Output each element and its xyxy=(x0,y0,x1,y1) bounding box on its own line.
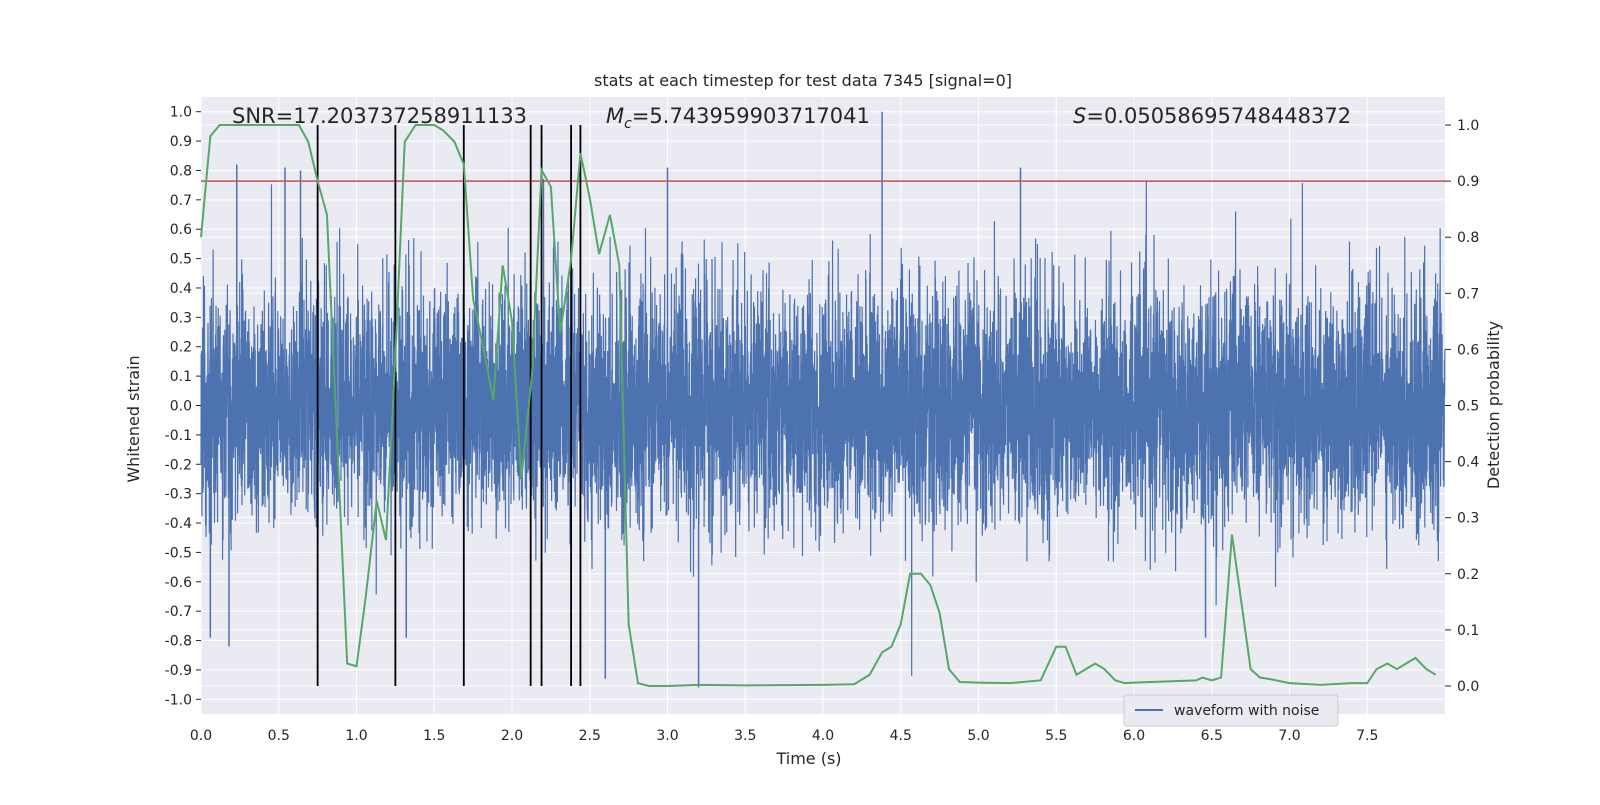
x-tick-label: 7.5 xyxy=(1356,728,1378,744)
probability-layer xyxy=(200,124,1437,687)
y-tick-label-left: 0.5 xyxy=(170,252,192,268)
s-symbol: S xyxy=(1073,104,1086,128)
event-lines-layer xyxy=(316,125,582,686)
x-tick-label: 1.0 xyxy=(345,728,367,744)
x-tick-label: 4.5 xyxy=(890,728,912,744)
y-tick-label-left: -0.5 xyxy=(165,545,192,561)
x-tick-label: 4.0 xyxy=(812,728,834,744)
y-tick-label-left: 0.6 xyxy=(170,222,192,238)
y-tick-label-right: 0.9 xyxy=(1457,174,1479,190)
x-tick-label: 0.5 xyxy=(268,728,290,744)
y-tick-label-left: -0.7 xyxy=(165,604,192,620)
legend: waveform with noise xyxy=(1123,694,1339,727)
legend-entry-waveform: waveform with noise xyxy=(1174,703,1319,719)
y-tick-label-right: 0.5 xyxy=(1457,399,1479,415)
y-tick-label-left: 0.3 xyxy=(170,310,192,326)
y-tick-label-left: 0.0 xyxy=(170,399,192,415)
y-tick-label-left: -1.0 xyxy=(165,692,192,708)
x-axis-label: Time (s) xyxy=(775,749,841,768)
y-tick-label-right: 0.2 xyxy=(1457,567,1479,583)
y-tick-label-left: -0.6 xyxy=(165,575,192,591)
y-tick-label-right: 0.3 xyxy=(1457,511,1479,527)
x-tick-label: 6.5 xyxy=(1201,728,1223,744)
y-tick-label-left: 0.1 xyxy=(170,369,192,385)
y-tick-label-left: -0.8 xyxy=(165,634,192,650)
y-axis-label-left: Whitened strain xyxy=(124,355,143,482)
y-tick-label-left: 0.8 xyxy=(170,163,192,179)
y-tick-label-right: 0.8 xyxy=(1457,230,1479,246)
y-tick-label-right: 0.1 xyxy=(1457,623,1479,639)
y-tick-label-left: 1.0 xyxy=(170,105,192,121)
y-tick-label-right: 0.6 xyxy=(1457,342,1479,358)
y-tick-label-left: -0.9 xyxy=(165,663,192,679)
strain-waveform-line xyxy=(200,179,1446,676)
snr-annotation: SNR=17.203737258911133 xyxy=(232,104,527,128)
y-tick-label-right: 0.4 xyxy=(1457,455,1479,471)
y-tick-label-right: 0.7 xyxy=(1457,286,1479,302)
ticks-layer: 0.0 0.5 1.0 1.5 2.0 2.5 3.0 3.5 4.0 4.5 5.0 5.5 6.0 6… xyxy=(165,105,1480,744)
x-tick-label: 6.0 xyxy=(1123,728,1145,744)
y-tick-label-right: 0.0 xyxy=(1457,679,1479,695)
x-tick-label: 0.0 xyxy=(190,728,212,744)
y-tick-label-left: 0.7 xyxy=(170,193,192,209)
x-tick-label: 7.0 xyxy=(1278,728,1300,744)
chirp-mass-subscript: c xyxy=(624,116,632,132)
x-tick-label: 5.0 xyxy=(967,728,989,744)
y-axis-label-right: Detection probability xyxy=(1484,321,1503,489)
s-value: =0.05058695748448372 xyxy=(1086,104,1351,128)
y-tick-label-right: 1.0 xyxy=(1457,118,1479,134)
x-tick-label: 5.5 xyxy=(1045,728,1067,744)
y-tick-label-left: -0.1 xyxy=(165,428,192,444)
y-tick-label-left: -0.4 xyxy=(165,516,192,532)
chirp-mass-annotation: Mc=5.743959903717041 xyxy=(606,104,870,132)
x-tick-label: 3.5 xyxy=(734,728,756,744)
x-tick-label: 3.0 xyxy=(656,728,678,744)
y-tick-label-left: -0.3 xyxy=(165,487,192,503)
y-tick-label-left: 0.9 xyxy=(170,134,192,150)
s-annotation: S=0.05058695748448372 xyxy=(1073,104,1351,128)
legend-box xyxy=(1123,694,1339,727)
y-tick-label-left: 0.4 xyxy=(170,281,192,297)
strain-layer xyxy=(200,111,1446,688)
y-tick-label-left: 0.2 xyxy=(170,340,192,356)
x-tick-label: 2.5 xyxy=(579,728,601,744)
chirp-mass-value: =5.743959903717041 xyxy=(632,104,870,128)
chart-title: stats at each timestep for test data 734… xyxy=(594,71,1012,90)
x-tick-label: 2.0 xyxy=(501,728,523,744)
chirp-mass-symbol: M xyxy=(606,104,624,128)
x-tick-label: 1.5 xyxy=(423,728,445,744)
y-tick-label-left: -0.2 xyxy=(165,457,192,473)
detection-probability-line xyxy=(200,124,1437,687)
